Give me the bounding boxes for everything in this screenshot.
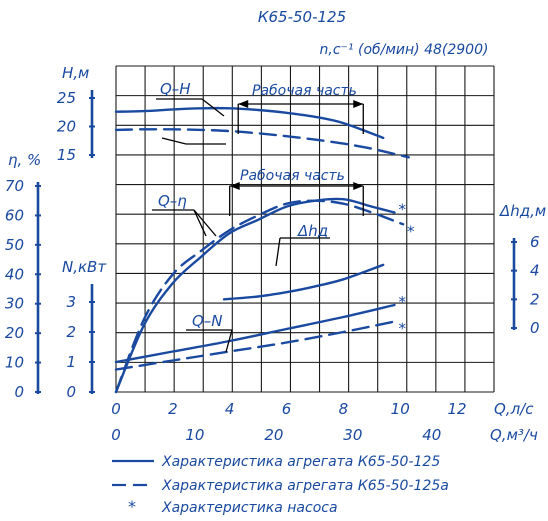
curve-efficiency-dashed xyxy=(114,199,405,394)
x-ls-tick-label: 0 xyxy=(111,400,121,418)
power-axis-label: N,кВт xyxy=(62,258,107,276)
x-ls-tick-label: 8 xyxy=(339,400,349,418)
qn-leader xyxy=(225,329,233,353)
curve-head-dashed xyxy=(114,128,410,159)
legend-item-solid: Характеристика агрегата К65-50-125 xyxy=(161,454,440,470)
efficiency-tick-label: 20 xyxy=(5,324,24,342)
npsh-tick-label: 2 xyxy=(530,290,540,308)
npsh-tick-label: 0 xyxy=(530,319,540,337)
legend-item-dashed: Характеристика агрегата К65-50-125а xyxy=(161,478,449,494)
curve-label-qn: Q–N xyxy=(192,312,223,330)
x-axis-label-m3h: Q,м³/ч xyxy=(490,426,538,444)
power-tick-label: 3 xyxy=(66,293,76,311)
qh-leader xyxy=(201,98,225,117)
curve-label-npsh: Δhд xyxy=(297,222,328,240)
power-tick-label: 0 xyxy=(66,383,76,401)
efficiency-tick-label: 50 xyxy=(5,236,24,254)
efficiency-tick-label: 70 xyxy=(5,177,24,195)
x-ls-tick-label: 10 xyxy=(391,400,410,418)
legend-star-symbol: * xyxy=(128,497,136,516)
curve-layer xyxy=(114,106,410,394)
working-range-1-arrow-left xyxy=(238,100,249,108)
qeta-leader xyxy=(193,209,217,237)
head-tick-label: 25 xyxy=(57,89,76,107)
working-range-2-arrow-right xyxy=(353,182,364,190)
x-ls-tick-label: 12 xyxy=(448,400,467,418)
legend-item-star: Характеристика насоса xyxy=(161,500,338,516)
curve-power-solid xyxy=(114,303,396,364)
head-tick-label: 15 xyxy=(57,146,76,164)
chart-subtitle: n,c⁻¹ (об/мин) 48(2900) xyxy=(320,42,489,58)
working-range-1-arrow-right xyxy=(353,100,364,108)
efficiency-tick-label: 30 xyxy=(5,295,24,313)
working-range-label-1: Рабочая часть xyxy=(252,83,357,99)
x-ls-tick-label: 6 xyxy=(282,400,292,418)
power-tick-label: 1 xyxy=(66,353,76,371)
x-ls-tick-label: 4 xyxy=(225,400,235,418)
pump-point-star: * xyxy=(399,200,407,218)
curve-label-qeta: Q–η xyxy=(158,192,187,210)
pump-point-star: * xyxy=(399,320,407,338)
annotation-layer: **** xyxy=(152,98,415,353)
working-range-2-arrow-left xyxy=(229,182,240,190)
x-m3h-tick-label: 20 xyxy=(264,426,283,444)
text-layer: К65-50-125 n,c⁻¹ (об/мин) 48(2900) H,м η… xyxy=(8,8,546,516)
curve-head-solid xyxy=(114,106,385,140)
x-m3h-tick-label: 0 xyxy=(111,426,121,444)
curve-npsh-solid xyxy=(222,263,385,301)
efficiency-tick-label: 10 xyxy=(5,354,24,372)
efficiency-axis-label: η, % xyxy=(8,151,41,169)
curve-efficiency-solid xyxy=(114,197,396,394)
npsh-leader xyxy=(275,237,281,267)
curve-power-dashed xyxy=(114,320,396,371)
working-range-label-2: Рабочая часть xyxy=(240,168,345,184)
x-m3h-tick-label: 10 xyxy=(185,426,204,444)
pump-point-star: * xyxy=(399,293,407,311)
qh-dashed-leader xyxy=(161,137,187,145)
qeta-leader-dashed xyxy=(193,209,207,237)
x-ls-tick-label: 2 xyxy=(168,400,178,418)
npsh-tick-label: 4 xyxy=(530,262,540,280)
efficiency-tick-label: 40 xyxy=(5,265,24,283)
head-axis-label: H,м xyxy=(62,64,89,82)
x-axis-label-ls: Q,л/с xyxy=(494,400,534,418)
power-tick-label: 2 xyxy=(66,323,76,341)
x-m3h-tick-label: 40 xyxy=(422,426,441,444)
npsh-tick-label: 6 xyxy=(530,233,540,251)
head-tick-label: 20 xyxy=(57,118,76,136)
npsh-axis-label: Δhд,м xyxy=(499,202,546,220)
efficiency-tick-label: 0 xyxy=(14,383,24,401)
pump-point-star: * xyxy=(407,222,415,240)
efficiency-tick-label: 60 xyxy=(5,206,24,224)
plot-grid xyxy=(115,65,495,393)
x-m3h-tick-label: 30 xyxy=(343,426,362,444)
curve-label-qh: Q–H xyxy=(160,80,191,98)
chart-title: К65-50-125 xyxy=(258,8,346,26)
chart-legend: Характеристика агрегата К65-50-125 Харак… xyxy=(112,454,449,516)
